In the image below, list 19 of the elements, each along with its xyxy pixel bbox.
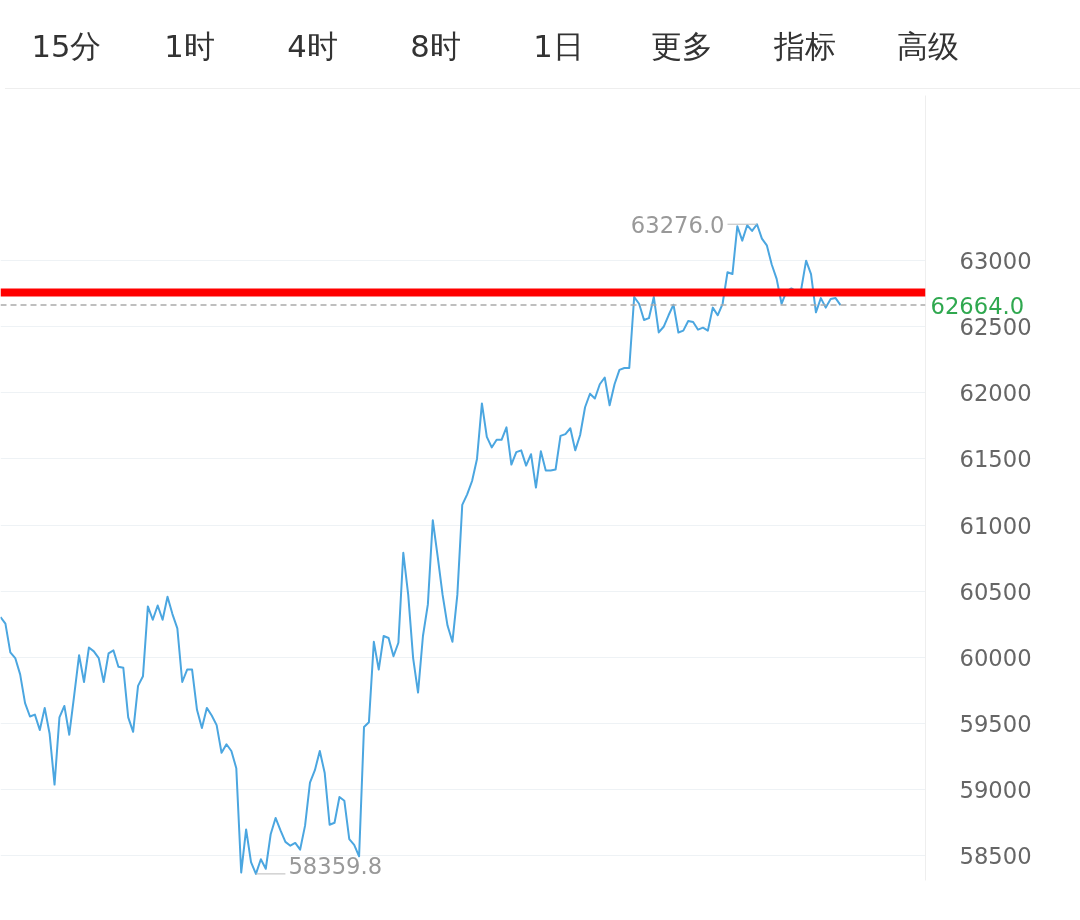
y-tick-label: 63000 xyxy=(959,248,1032,275)
y-tick-label: 59000 xyxy=(959,776,1032,803)
text: 8时 xyxy=(409,27,462,66)
text: 更多 xyxy=(649,27,714,66)
text: 4时 xyxy=(286,27,339,66)
text: 15分 xyxy=(30,27,103,66)
text: 高级 xyxy=(895,27,960,66)
y-tick-label: 61500 xyxy=(959,446,1032,473)
annotation: 63276.0 xyxy=(630,211,725,238)
y-tick-label: 60000 xyxy=(959,644,1032,671)
text: 1日 xyxy=(532,27,585,66)
y-tick-label: 62000 xyxy=(959,380,1032,407)
text: 1时 xyxy=(163,27,216,66)
text: 指标 xyxy=(772,27,837,66)
y-tick-label: 58500 xyxy=(959,842,1032,869)
y-tick-label: 61000 xyxy=(959,512,1032,539)
y-tick-label: 60500 xyxy=(959,578,1032,605)
y-tick-label: 59500 xyxy=(959,710,1032,737)
annotation: 58359.8 xyxy=(288,852,383,879)
